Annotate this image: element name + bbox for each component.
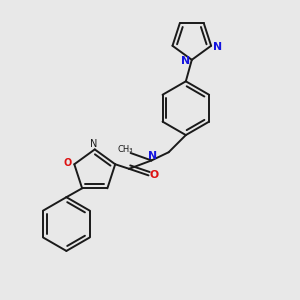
Text: N: N — [91, 139, 98, 149]
Text: CH₃: CH₃ — [118, 145, 133, 154]
Text: O: O — [150, 170, 159, 180]
Text: N: N — [181, 56, 190, 66]
Text: N: N — [148, 151, 157, 161]
Text: O: O — [64, 158, 72, 168]
Text: N: N — [212, 42, 222, 52]
